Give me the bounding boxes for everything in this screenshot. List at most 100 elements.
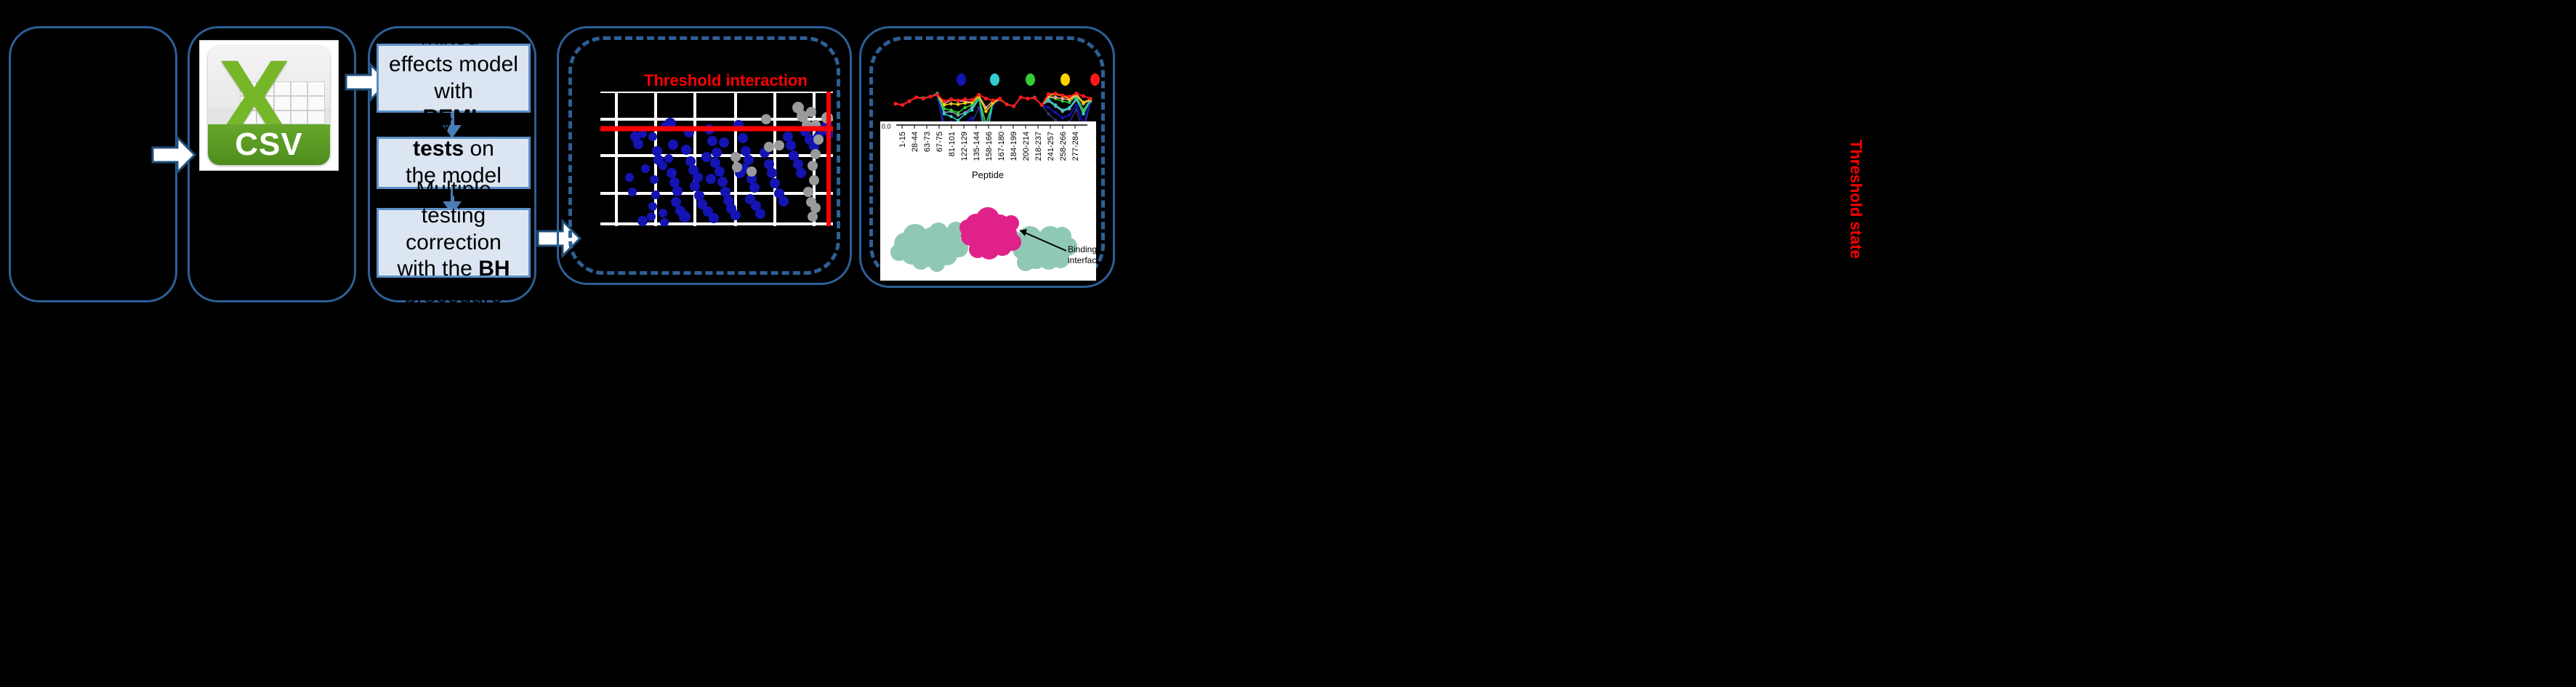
point-series-red bbox=[1026, 97, 1030, 101]
peptide-line-chart bbox=[882, 80, 1098, 153]
x-tick-label: 28-44 bbox=[911, 132, 919, 152]
point-series-green bbox=[963, 105, 967, 110]
point-series-red bbox=[935, 92, 940, 97]
point-series-red bbox=[963, 97, 967, 102]
scatter-svg bbox=[600, 92, 833, 226]
point-series-pink bbox=[1053, 95, 1058, 100]
point-series-yellow bbox=[1082, 100, 1085, 105]
point-series-red bbox=[977, 92, 981, 97]
panel-threshold-scatter-inner bbox=[568, 36, 840, 275]
point-series-green bbox=[1082, 108, 1085, 112]
csv-label-text: CSV bbox=[235, 126, 303, 163]
x-axis-ticks bbox=[901, 125, 1076, 129]
point-series-blue bbox=[1060, 116, 1064, 120]
csv-spreadsheet-grid bbox=[239, 81, 325, 125]
point-series-blue bbox=[1074, 103, 1079, 107]
point-series-cyan bbox=[1068, 105, 1071, 110]
x-tick-label: 218-237 bbox=[1034, 132, 1043, 161]
point-series-red bbox=[991, 98, 995, 103]
csv-label-band: CSV bbox=[208, 124, 330, 165]
legend-dot-series-cyan bbox=[990, 73, 999, 86]
binding-interface-arrowhead bbox=[1020, 229, 1027, 236]
point-series-red bbox=[983, 97, 989, 101]
x-tick-label: 158-166 bbox=[985, 132, 994, 161]
point-series-yellow bbox=[949, 102, 953, 105]
point-series-red bbox=[1012, 104, 1016, 108]
point-series-red bbox=[928, 95, 933, 99]
point-series-red bbox=[1081, 94, 1086, 98]
ligand-surface bbox=[959, 207, 1021, 260]
point-series-pink bbox=[1060, 97, 1064, 100]
point-series-red bbox=[1088, 97, 1092, 101]
point-series-red bbox=[1067, 95, 1071, 99]
point-series-yellow bbox=[963, 101, 967, 105]
step-box-reml: Fit a linear mixed- effects model with R… bbox=[377, 0, 531, 156]
point-series-green bbox=[970, 103, 974, 107]
threshold-interaction-label: Threshold interaction bbox=[644, 71, 808, 89]
point-series-navy bbox=[977, 105, 981, 110]
peptide-axis-and-structure-card: 0.0 1-15 28-44 63-73 67-75 81-101 122-129 135-… bbox=[880, 121, 1096, 281]
point-series-navy bbox=[1053, 118, 1058, 122]
point-series-blue bbox=[1053, 111, 1058, 115]
point-series-yellow bbox=[956, 103, 960, 106]
point-series-red bbox=[1005, 102, 1009, 107]
point-series-green bbox=[1068, 100, 1071, 105]
panel-csv-file bbox=[188, 26, 356, 302]
structure-card-svg: 0.0 1-15 28-44 63-73 67-75 81-101 122-129 135-… bbox=[882, 123, 1096, 272]
legend-dot-series-yellow bbox=[1060, 73, 1070, 86]
y-axis-tick-label: 0.0 bbox=[882, 123, 891, 130]
point-series-cyan bbox=[1053, 103, 1058, 107]
point-series-blue bbox=[1047, 105, 1050, 110]
point-series-green bbox=[1060, 99, 1064, 103]
point-series-red bbox=[914, 95, 919, 100]
x-tick-label: 135-144 bbox=[973, 132, 981, 161]
connector-wald-to-bh bbox=[451, 189, 454, 205]
point-series-red bbox=[1032, 96, 1037, 100]
point-series-cyan bbox=[1047, 98, 1050, 102]
point-series-red bbox=[1046, 92, 1051, 97]
arrow-to-csv bbox=[151, 134, 196, 175]
csv-icon-body: X CSV bbox=[208, 46, 330, 165]
scatter-plot bbox=[600, 92, 833, 226]
point-series-red bbox=[1053, 91, 1058, 96]
point-series-green bbox=[949, 108, 953, 112]
point-series-red bbox=[949, 97, 954, 102]
panel-threshold-scatter-outer bbox=[557, 26, 852, 285]
point-series-cyan bbox=[963, 112, 967, 116]
connector-reml-to-wald bbox=[451, 113, 454, 129]
point-series-red bbox=[970, 97, 974, 102]
threshold-state-label: Threshold state bbox=[1847, 140, 1865, 259]
point-series-red bbox=[1039, 103, 1044, 107]
x-axis-tick-labels: 1-15 28-44 63-73 67-75 81-101 122-129 135-144 1… bbox=[898, 132, 1080, 161]
legend-dot-series-green bbox=[1026, 73, 1035, 86]
point-series-red bbox=[956, 98, 960, 103]
x-tick-label: 81-101 bbox=[948, 132, 957, 156]
point-series-yellow bbox=[942, 103, 946, 107]
point-series-yellow bbox=[991, 101, 995, 105]
point-series-cyan bbox=[970, 108, 974, 112]
point-series-green bbox=[956, 111, 960, 115]
binding-interface-leader bbox=[1019, 230, 1067, 252]
csv-file-icon: X CSV bbox=[199, 40, 339, 171]
x-tick-label: 241-257 bbox=[1047, 132, 1055, 161]
step-box-bh-text: Multiple testing correction with the BH … bbox=[397, 177, 510, 308]
protein-structure-image bbox=[890, 207, 1077, 272]
x-tick-label: 167-180 bbox=[997, 132, 1006, 161]
binding-interface-label-line1: Binding bbox=[1068, 244, 1096, 254]
point-series-red bbox=[997, 97, 1002, 101]
x-tick-label: 67-75 bbox=[935, 132, 944, 152]
point-series-yellow bbox=[984, 110, 988, 113]
legend-dot-series-red bbox=[1090, 73, 1100, 86]
x-tick-label: 122-129 bbox=[960, 132, 969, 161]
point-series-blue bbox=[970, 116, 974, 120]
x-tick-label: 258-266 bbox=[1059, 132, 1068, 161]
point-series-red bbox=[942, 99, 946, 103]
connector-arrowhead-1 bbox=[443, 125, 462, 138]
x-axis-title: Peptide bbox=[972, 169, 1004, 180]
point-series-red bbox=[1060, 93, 1065, 97]
point-series-cyan bbox=[949, 115, 953, 118]
step-box-bh: Multiple testing correction with the BH … bbox=[377, 177, 531, 308]
panel-peptide-results-outer bbox=[859, 26, 1115, 288]
x-tick-label: 184-199 bbox=[1010, 132, 1018, 161]
binding-interface-label-line2: interface bbox=[1068, 255, 1096, 265]
